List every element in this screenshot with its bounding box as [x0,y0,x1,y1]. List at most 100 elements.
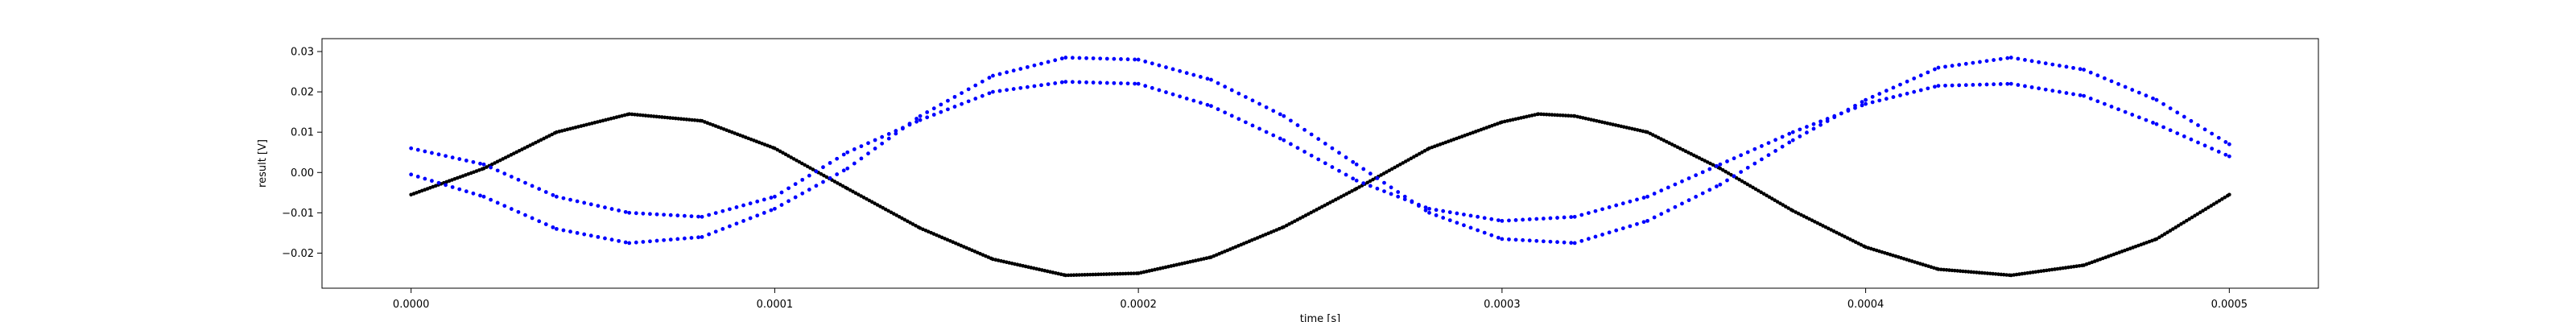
data-point [1325,202,1330,206]
data-point [1740,179,1744,184]
data-point [1301,215,1305,219]
data-point [516,177,521,182]
data-point [1216,80,1220,85]
data-point [1336,196,1340,200]
data-point [741,219,745,223]
data-point [2082,93,2087,98]
data-point [1952,268,1957,273]
data-point [1936,65,1941,70]
data-point [1417,151,1422,156]
data-point [2182,134,2186,138]
data-point [1961,269,1965,274]
data-point [1389,167,1394,171]
data-point [1282,225,1286,229]
data-point [630,112,634,117]
data-point [1579,213,1584,217]
data-point [1950,64,1955,68]
data-point [696,235,700,240]
data-point [481,194,486,199]
data-point [1853,240,1858,245]
data-point [1765,193,1769,198]
data-point [1620,201,1625,206]
data-point [1344,192,1349,196]
data-point [1088,272,1092,277]
data-point [2144,93,2149,98]
data-point [539,138,543,142]
data-point [807,173,811,178]
data-point [786,154,791,158]
data-point [1164,65,1168,69]
data-point [495,200,500,205]
x-tick-label: 0.0003 [1484,299,1521,311]
data-point [902,217,907,222]
data-point [1375,175,1380,180]
data-point [1489,217,1494,221]
data-point [1732,174,1736,179]
data-point [908,221,912,225]
data-point [1979,270,1984,275]
data-point [1059,56,1064,61]
data-point [660,115,664,119]
data-point [1542,112,1546,117]
data-point [1229,88,1234,93]
data-point [803,163,807,167]
x-tick-label: 0.0005 [2211,299,2248,311]
data-point [575,230,580,235]
data-point [883,207,888,212]
data-point [1718,162,1723,167]
data-point [1077,56,1082,60]
data-point [1811,126,1816,131]
data-point [2095,99,2100,104]
data-point [663,115,667,120]
data-point [997,89,1002,93]
data-point [489,162,494,167]
data-point [1991,271,1995,276]
data-point [1732,156,1736,161]
data-point [925,115,930,120]
data-point [1877,92,1882,96]
data-point [1912,76,1917,80]
data-point [1447,210,1452,215]
data-point [1975,270,1979,275]
data-point [1926,70,1930,75]
data-point [617,238,621,243]
series-1 [409,80,2231,223]
data-point [1347,190,1352,195]
data-point [1115,271,1120,276]
data-point [1328,200,1332,204]
data-point [939,109,943,114]
data-point [2050,89,2055,93]
data-point [638,113,642,118]
data-point [1993,272,1998,276]
data-point [914,119,919,124]
data-point [873,138,877,142]
data-point [805,164,810,169]
data-point [547,134,551,138]
data-point [1534,238,1539,243]
data-point [1223,85,1228,89]
data-point [2203,207,2208,212]
data-point [2201,208,2205,213]
data-point [869,200,874,204]
data-point [1681,147,1685,152]
data-point [886,131,891,136]
data-point [1063,80,1068,84]
y-tick-label: −0.02 [282,248,314,260]
data-point [1342,193,1346,197]
data-point [755,213,760,218]
data-point [841,152,846,157]
data-point [2022,271,2027,275]
data-point [596,204,601,208]
data-point [939,102,943,107]
y-axis-label: result [V] [257,139,269,188]
data-point [1729,172,1733,177]
data-point [1988,271,1992,276]
y-tick-label: 0.03 [291,47,314,59]
data-point [889,210,894,215]
data-point [1250,123,1255,128]
data-point [1423,205,1428,209]
data-point [1760,144,1764,148]
data-point [1958,269,1963,274]
data-point [623,209,628,214]
data-point [786,199,791,204]
